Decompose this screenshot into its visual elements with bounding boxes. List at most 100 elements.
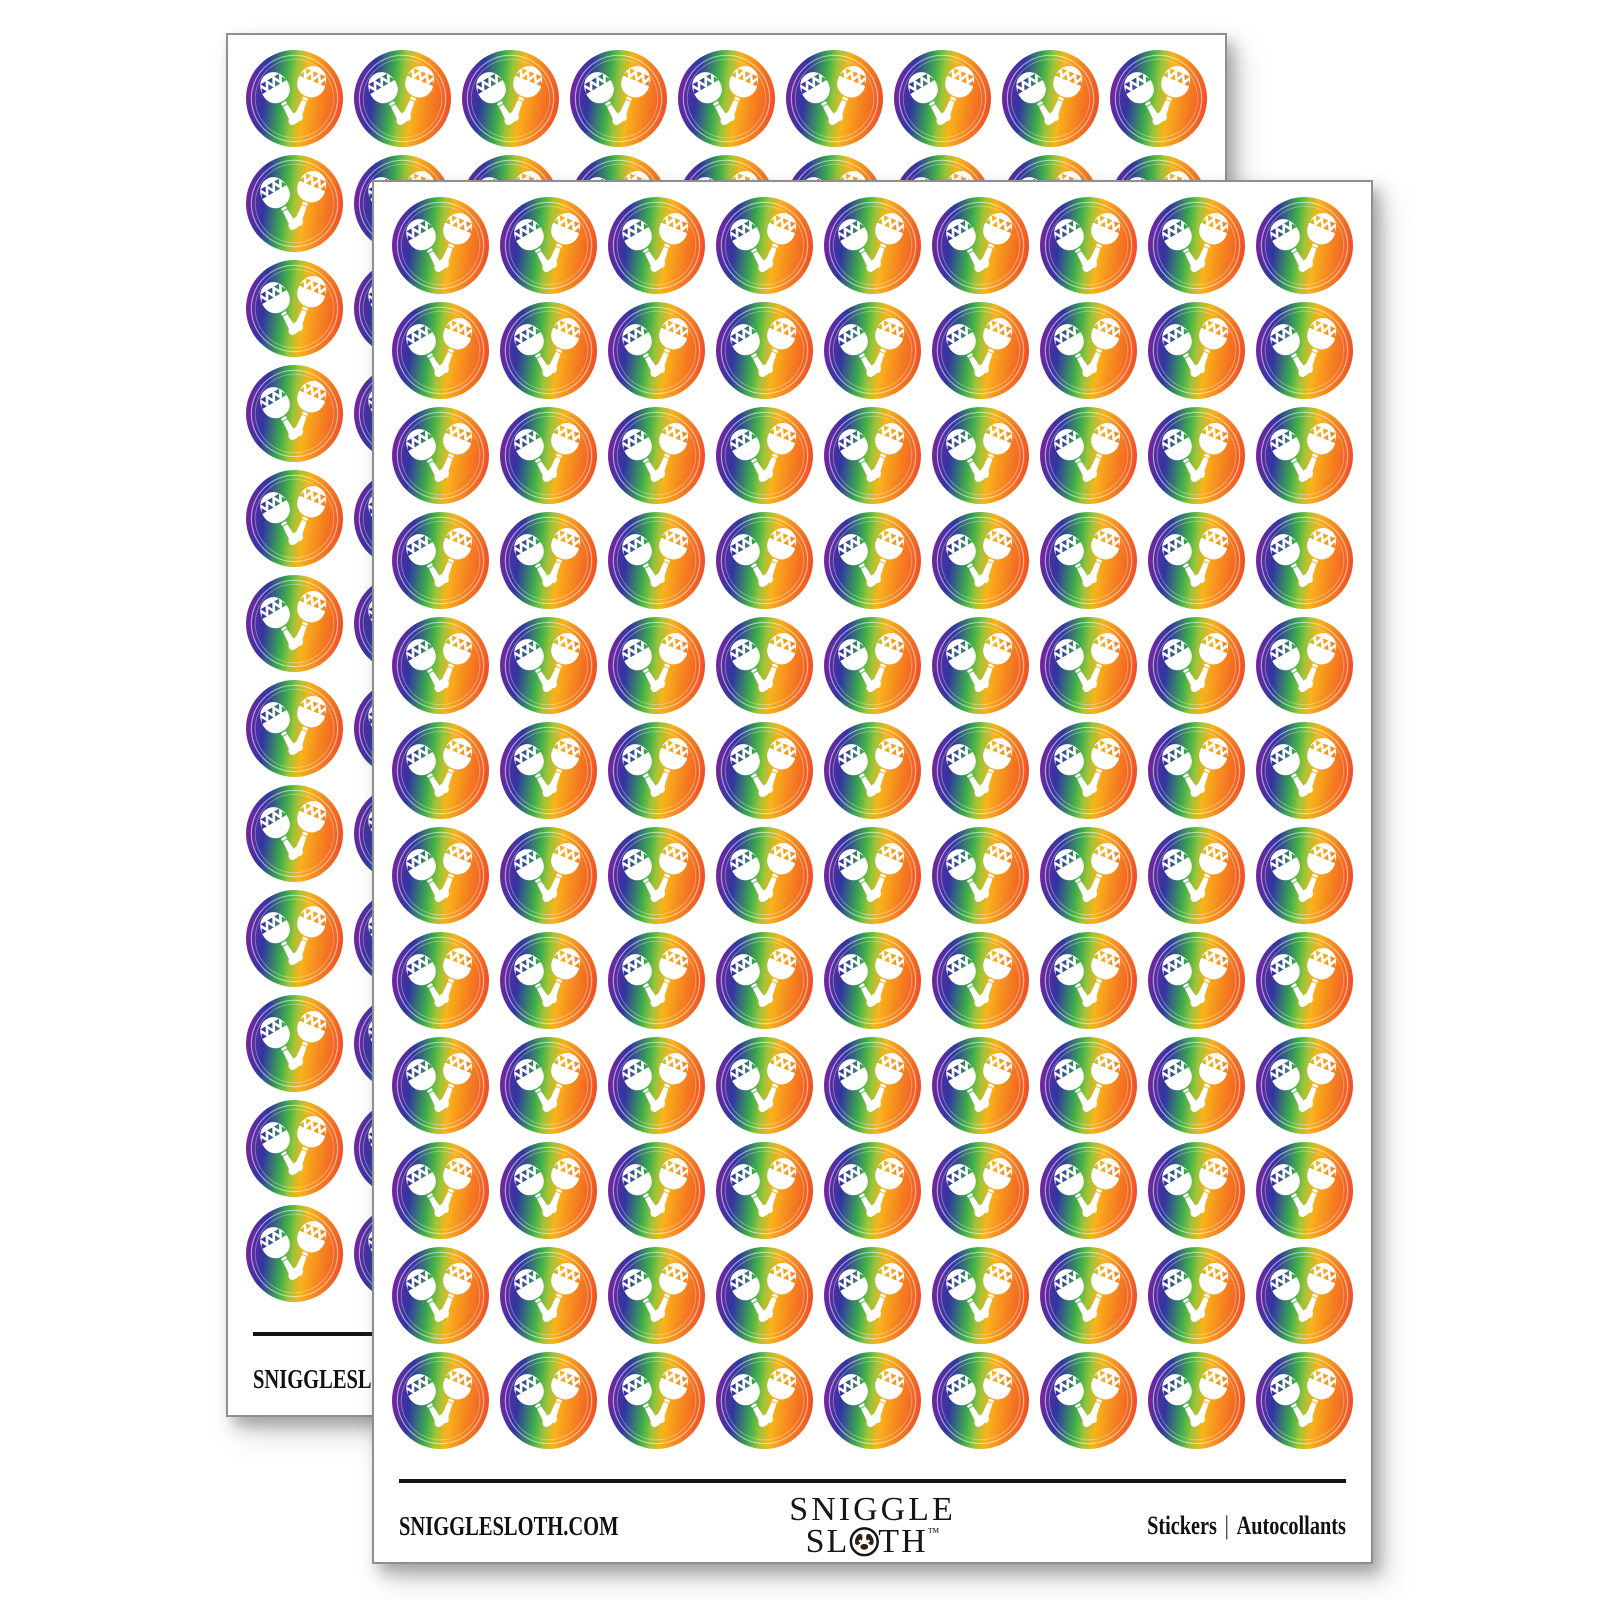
sticker bbox=[824, 1142, 921, 1239]
maracas-icon bbox=[716, 1142, 813, 1239]
maracas-icon bbox=[500, 1352, 597, 1449]
maracas-icon bbox=[932, 617, 1029, 714]
sticker bbox=[1040, 1037, 1137, 1134]
sticker bbox=[500, 1142, 597, 1239]
maracas-icon bbox=[608, 617, 705, 714]
sticker-grid bbox=[374, 182, 1371, 1449]
sticker bbox=[824, 197, 921, 294]
maracas-icon bbox=[354, 50, 451, 147]
sticker bbox=[1040, 407, 1137, 504]
maracas-icon bbox=[246, 575, 343, 672]
maracas-icon bbox=[1110, 50, 1207, 147]
maracas-icon bbox=[824, 932, 921, 1029]
maracas-icon bbox=[608, 1352, 705, 1449]
sticker bbox=[392, 617, 489, 714]
maracas-icon bbox=[716, 512, 813, 609]
maracas-icon bbox=[570, 50, 667, 147]
sticker bbox=[1148, 617, 1245, 714]
maracas-icon bbox=[932, 827, 1029, 924]
maracas-icon bbox=[1040, 512, 1137, 609]
sticker bbox=[500, 1037, 597, 1134]
sticker bbox=[716, 1142, 813, 1239]
sticker bbox=[1148, 932, 1245, 1029]
sticker bbox=[500, 722, 597, 819]
sticker bbox=[1256, 407, 1353, 504]
sticker bbox=[1256, 1247, 1353, 1344]
sticker bbox=[246, 785, 343, 882]
sticker bbox=[716, 722, 813, 819]
sticker bbox=[1040, 1142, 1137, 1239]
maracas-icon bbox=[932, 932, 1029, 1029]
maracas-icon bbox=[932, 722, 1029, 819]
maracas-icon bbox=[824, 1352, 921, 1449]
sticker bbox=[392, 1037, 489, 1134]
sticker bbox=[932, 407, 1029, 504]
sticker bbox=[932, 1037, 1029, 1134]
maracas-icon bbox=[1256, 932, 1353, 1029]
maracas-icon bbox=[824, 512, 921, 609]
maracas-icon bbox=[932, 197, 1029, 294]
sticker bbox=[932, 617, 1029, 714]
maracas-icon bbox=[1040, 827, 1137, 924]
maracas-icon bbox=[500, 722, 597, 819]
sticker bbox=[500, 827, 597, 924]
sticker bbox=[716, 827, 813, 924]
sticker bbox=[392, 512, 489, 609]
maracas-icon bbox=[608, 1247, 705, 1344]
sticker bbox=[1256, 302, 1353, 399]
maracas-icon bbox=[716, 722, 813, 819]
maracas-icon bbox=[608, 512, 705, 609]
sticker bbox=[716, 512, 813, 609]
sticker bbox=[932, 1142, 1029, 1239]
sticker bbox=[500, 617, 597, 714]
maracas-icon bbox=[1148, 1142, 1245, 1239]
maracas-icon bbox=[1148, 1352, 1245, 1449]
maracas-icon bbox=[246, 50, 343, 147]
maracas-icon bbox=[824, 197, 921, 294]
maracas-icon bbox=[1040, 197, 1137, 294]
maracas-icon bbox=[932, 1352, 1029, 1449]
maracas-icon bbox=[716, 1247, 813, 1344]
maracas-icon bbox=[932, 407, 1029, 504]
sticker bbox=[1148, 827, 1245, 924]
sticker bbox=[608, 617, 705, 714]
sticker bbox=[1256, 617, 1353, 714]
sticker bbox=[1148, 302, 1245, 399]
maracas-icon bbox=[392, 197, 489, 294]
sticker bbox=[608, 827, 705, 924]
sticker bbox=[716, 302, 813, 399]
sticker bbox=[824, 932, 921, 1029]
maracas-icon bbox=[500, 1037, 597, 1134]
maracas-icon bbox=[608, 932, 705, 1029]
sticker bbox=[1040, 827, 1137, 924]
maracas-icon bbox=[500, 1142, 597, 1239]
sticker bbox=[1256, 1142, 1353, 1239]
sticker bbox=[246, 995, 343, 1092]
maracas-icon bbox=[824, 407, 921, 504]
sticker bbox=[246, 1100, 343, 1197]
sticker bbox=[392, 827, 489, 924]
sticker bbox=[392, 302, 489, 399]
sticker bbox=[246, 365, 343, 462]
maracas-icon bbox=[1256, 827, 1353, 924]
sticker bbox=[932, 827, 1029, 924]
maracas-icon bbox=[392, 1352, 489, 1449]
maracas-icon bbox=[392, 1142, 489, 1239]
brand-wordmark-line1: SNIGGLE bbox=[789, 1491, 956, 1529]
footer-divider bbox=[399, 1479, 1346, 1483]
sticker bbox=[1040, 302, 1137, 399]
sticker bbox=[1148, 197, 1245, 294]
maracas-icon bbox=[392, 617, 489, 714]
maracas-icon bbox=[500, 932, 597, 1029]
maracas-icon bbox=[1256, 302, 1353, 399]
sticker bbox=[1148, 1247, 1245, 1344]
sticker bbox=[246, 470, 343, 567]
sticker bbox=[1256, 197, 1353, 294]
sticker bbox=[354, 50, 451, 147]
sticker bbox=[1148, 1352, 1245, 1449]
maracas-icon bbox=[716, 827, 813, 924]
maracas-icon bbox=[392, 1247, 489, 1344]
